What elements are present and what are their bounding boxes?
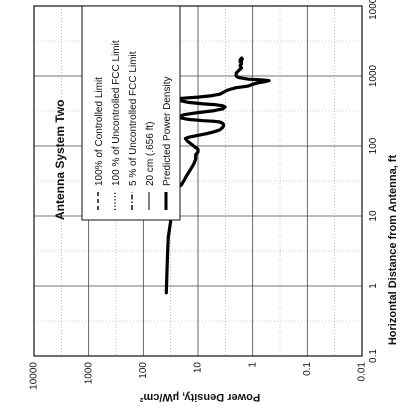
x-tick-label: 1 (368, 283, 379, 289)
legend: 100% of Controlled Limit 100 % of Uncontr… (81, 5, 181, 221)
series-layer (164, 56, 271, 295)
x-tick-label: 10000 (368, 0, 379, 20)
x-tick-label: 100 (368, 137, 379, 154)
x-tick-label: 0.1 (368, 349, 379, 363)
y-tick-label: 1000 (83, 362, 94, 385)
y-tick-label: 1 (247, 362, 258, 368)
chart-title: Antenna System Two (53, 100, 67, 220)
y-tick-label: 10 (193, 362, 204, 374)
legend-entry: 100 % of Uncontrolled FCC Limit (111, 40, 122, 186)
legend-box (81, 5, 181, 221)
x-tick-label: 1000 (368, 64, 379, 87)
legend-entry: 5 % of Uncontrolled FCC Limit (128, 51, 139, 186)
y-tick-label: 0.01 (357, 362, 368, 382)
legend-entry: 20 cm (.656 ft) (145, 122, 156, 186)
legend-entry: 100% of Controlled Limit (94, 77, 105, 186)
y-tick-label: 100 (138, 362, 149, 379)
x-axis-label: Horizontal Distance from Antenna, ft (387, 155, 399, 346)
x-tick-label: 10 (368, 210, 379, 222)
legend-entry: Predicted Power Density (162, 77, 173, 187)
y-tick-label: 0.1 (302, 362, 313, 376)
y-axis-label: Power Density, µW/cm² (139, 391, 260, 403)
plot-area (33, 5, 363, 357)
series-line-predicted-power-density (164, 56, 271, 295)
y-tick-label: 10000 (29, 362, 40, 390)
